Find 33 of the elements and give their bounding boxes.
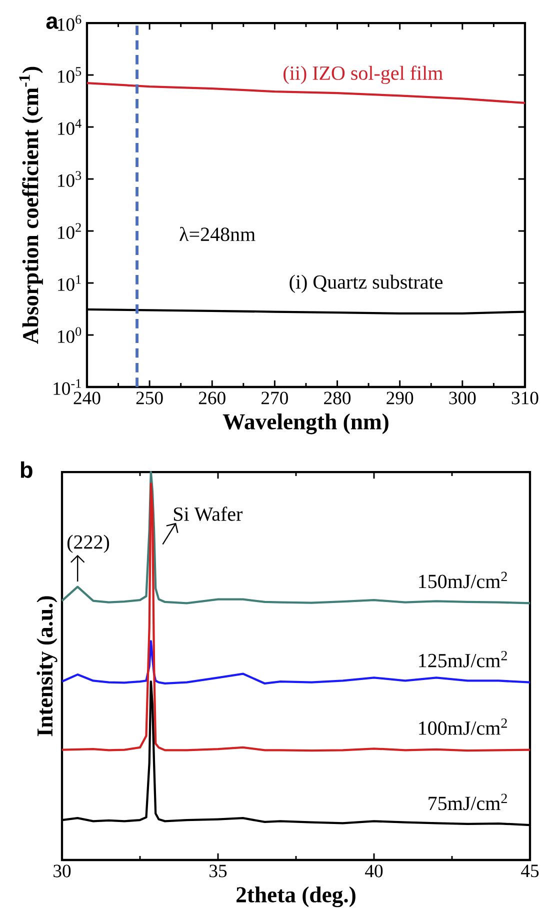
x-tick-label: 250 [136, 392, 163, 404]
x-tick-label: 260 [198, 392, 226, 404]
x-tick-label: 290 [386, 392, 414, 404]
x-axis-title: Wavelength (nm) [222, 413, 388, 434]
y-tick-label: 10$^{6}$ [58, 15, 82, 31]
y-tick-label: 10$^{3}$ [58, 171, 82, 187]
ref-line-label: λ=248nm [180, 226, 256, 242]
x-tick-label: 280 [324, 392, 351, 404]
series-label: 150mJ/cm$^{2}$ [419, 572, 507, 588]
y-tick-label: 10$^{4}$ [58, 119, 82, 135]
chart-title: a [46, 16, 58, 29]
series-label: (i) Quartz substrate [290, 274, 442, 293]
y-tick-label: 10$^{2}$ [58, 223, 81, 239]
x-tick-label: 300 [449, 392, 476, 404]
x-tick-label: 310 [512, 392, 538, 404]
x-tick-label: 45 [521, 864, 539, 878]
x-tick-label: 270 [262, 392, 288, 404]
series-label: 100mJ/cm$^{2}$ [419, 718, 507, 735]
x-tick-label: 30 [54, 864, 71, 878]
series-label: (ii) IZO sol-gel film [284, 66, 443, 84]
x-axis-title: 2theta (deg.) [236, 886, 356, 908]
y-axis-title: Absorption coefficient (cm$^{-1}$) [19, 66, 43, 344]
y-tick-label: 10$^{1}$ [58, 275, 81, 291]
y-axis-title: Intensity (a.u.) [36, 596, 58, 736]
chart-title: b [20, 461, 32, 478]
series-label: 75mJ/cm$^{2}$ [428, 794, 507, 810]
annotation: Si Wafer [174, 506, 243, 521]
x-tick-label: 35 [210, 864, 227, 878]
annotation: (222) [67, 534, 110, 553]
y-tick-label: 10$^{0}$ [58, 327, 82, 343]
series-label: 125mJ/cm$^{2}$ [419, 650, 507, 668]
x-tick-label: 40 [365, 864, 383, 878]
y-tick-label: 10$^{5}$ [58, 67, 82, 83]
